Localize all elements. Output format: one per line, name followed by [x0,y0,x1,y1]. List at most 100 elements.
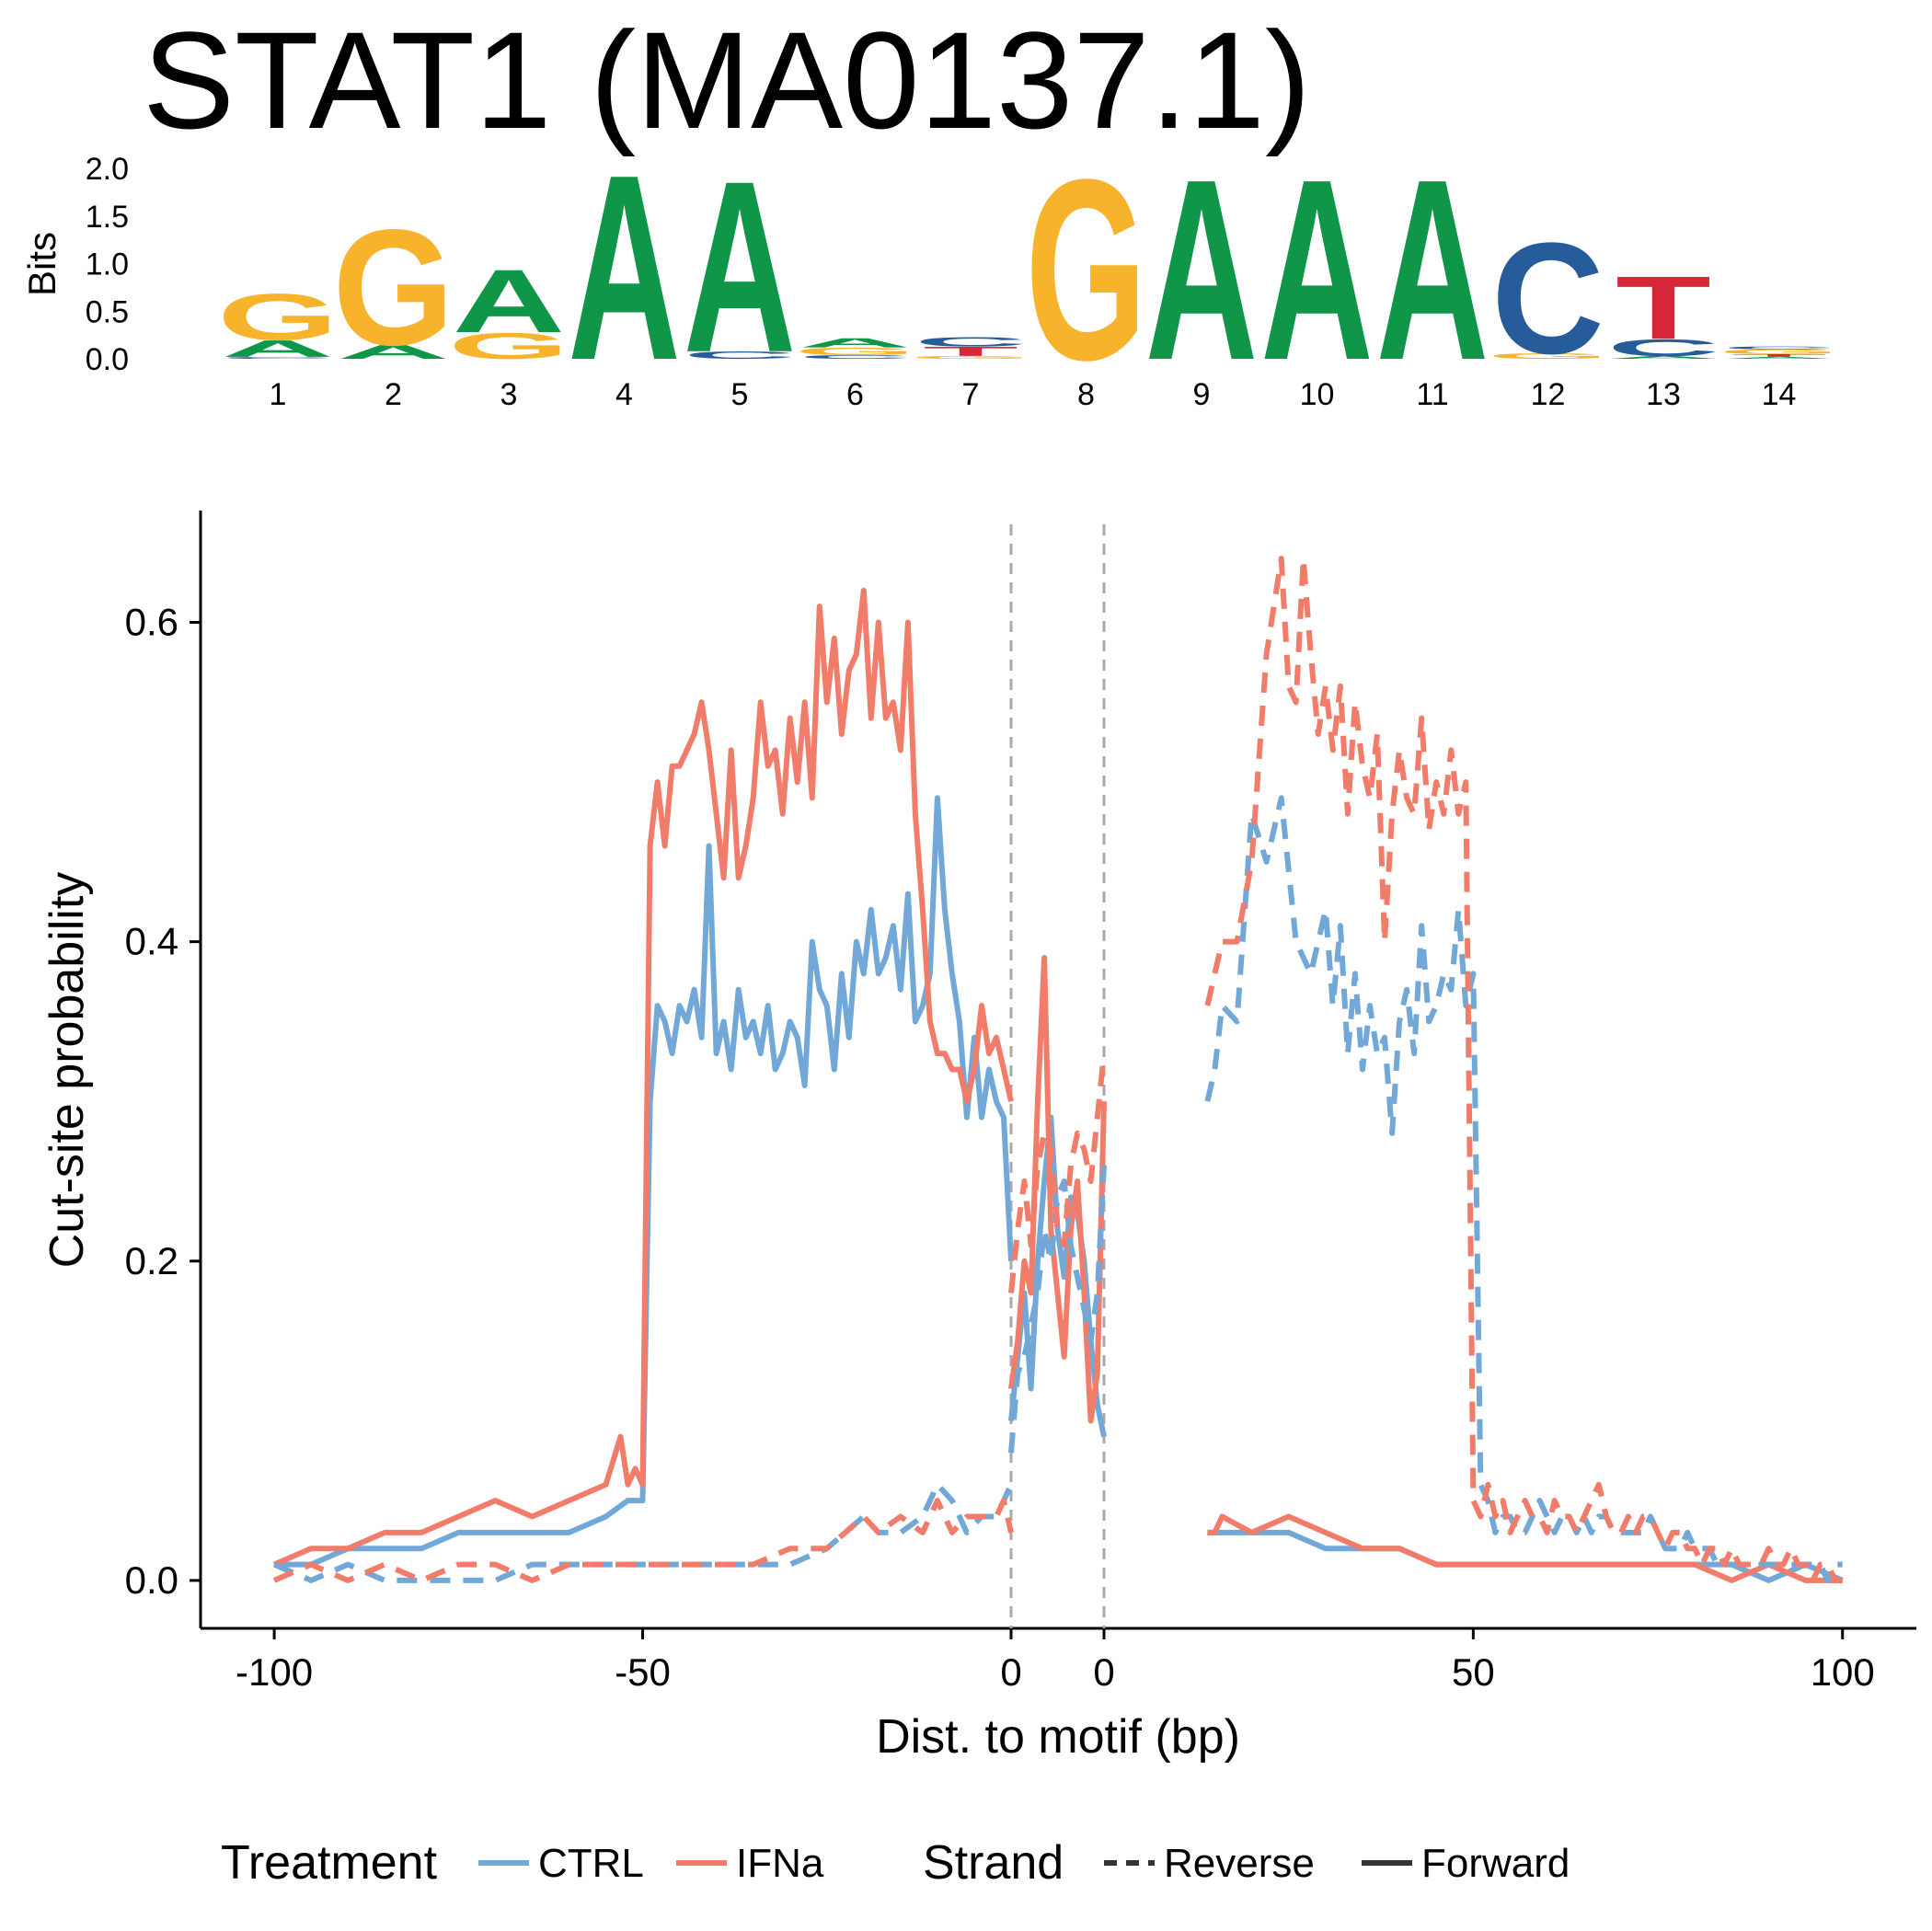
logo-column: AG [333,196,454,381]
logo-column: CAG [217,280,339,362]
logo-y-label: Bits [20,232,63,296]
series-line-segment [272,1481,1014,1583]
x-tick-label: 0 [1093,1650,1114,1694]
chart-title: STAT1 (MA0137.1) [143,3,1311,157]
logo-letter-A: A [337,341,449,363]
logo-column: GTC [910,335,1031,360]
logo-letter-G: G [1719,348,1840,355]
series-ifna-forward [272,587,1843,1583]
logo-letter-C: C [1722,346,1834,351]
logo-letter-G: G [1488,351,1609,361]
logo-letter-G: G [1026,126,1147,414]
logo-position-label: 6 [846,377,864,412]
logo-column: CA [684,131,796,404]
logo-column: CGA [795,336,916,361]
series-line-segment [1008,1114,1107,1438]
logo-letter-G: G [910,355,1031,360]
logo-y-tick: 0.5 [86,294,129,329]
series-line-segment [1207,1513,1843,1583]
logo-position-label: 9 [1193,377,1211,412]
logo-column: ACT [1607,259,1719,362]
logo-column: A [1260,126,1373,414]
logo-letter-C: C [914,335,1027,350]
logo-position-label: 8 [1077,377,1095,412]
logo-position-label: 13 [1646,377,1681,412]
logo-letter-A: A [1722,356,1834,359]
logo-column: A [1145,126,1258,414]
x-tick-label: 0 [1000,1650,1021,1694]
logo-letter-A: A [1607,355,1719,360]
x-tick-label: -50 [615,1650,671,1694]
logo-letter-C: C [1491,210,1604,387]
logo-letter-A: A [1145,126,1258,414]
x-tick-label: -100 [236,1650,313,1694]
legend-title-strand: Strand [923,1836,1064,1890]
y-tick-label: 0.0 [125,1558,178,1602]
x-tick-label: 100 [1811,1650,1875,1694]
logo-letter-A: A [453,251,565,351]
series-line-segment [1204,795,1843,1583]
series-line-segment [1204,556,1843,1583]
logo-letter-G: G [795,346,916,358]
logo-position-label: 2 [385,377,402,412]
logo-letter-C: C [222,356,334,359]
logo-y-tick: 1.5 [86,200,129,235]
logo-position-label: 4 [615,377,633,412]
logo-position-label: 7 [962,377,980,412]
legend-label-ifna: IFNa [736,1841,824,1886]
logo-y-tick: 1.0 [86,247,129,282]
logo-position-label: 3 [500,377,518,412]
legend: Treatment CTRL IFNa Strand Reverse Forward [221,1836,1570,1890]
series-line-segment [1008,1052,1107,1293]
x-axis-label: Dist. to motif (bp) [876,1710,1240,1764]
logo-letter-C: C [1607,334,1719,361]
logo-column: A [568,120,680,416]
logo-position-label: 5 [731,377,749,412]
logo-position-label: 14 [1762,377,1797,412]
logo-letter-T: T [1731,353,1827,358]
logo-letter-C: C [684,350,796,362]
series-line-segment [1008,955,1107,1424]
x-tick-label: 50 [1452,1650,1495,1694]
y-tick-label: 0.6 [125,601,178,644]
profile-plot: 0.0 0.2 0.4 0.6 -100 -50 0 0 50 100 Dist. to motif… [40,511,1916,1764]
series-ctrl-reverse [272,795,1843,1583]
legend-title-treatment: Treatment [221,1836,438,1890]
series-line-segment [274,795,1014,1568]
logo-letter-T: T [1616,259,1711,359]
logo-letter-A: A [222,335,334,362]
series-line-segment [272,1498,1014,1583]
logo-column: G [1026,126,1147,414]
logo-y-tick: 0.0 [86,342,129,377]
logo-letter-A: A [1376,126,1489,414]
logo-letter-G: G [217,280,339,354]
logo-letter-A: A [684,131,796,404]
logo-column: GC [1488,210,1609,387]
y-axis-label: Cut-site probability [40,872,94,1269]
logo-column: A [1376,126,1489,414]
series-line-segment [1008,1165,1107,1454]
series-ifna-reverse [272,556,1843,1583]
legend-label-reverse: Reverse [1164,1841,1315,1886]
logo-position-label: 10 [1300,377,1335,412]
legend-label-ctrl: CTRL [538,1841,644,1886]
logo-letter-T: T [923,344,1018,359]
logo-letter-G: G [333,196,454,381]
logo-column: GA [448,251,569,366]
logo-position-label: 1 [270,377,287,412]
logo-position-label: 11 [1416,377,1448,412]
y-tick-label: 0.2 [125,1239,178,1282]
logo-y-tick: 2.0 [86,152,129,187]
logo-letter-A: A [1260,126,1373,414]
series-line-segment [272,587,1014,1568]
legend-label-forward: Forward [1421,1841,1570,1886]
y-tick-label: 0.4 [125,920,178,963]
logo-letter-C: C [799,354,911,360]
logo-position-label: 12 [1531,377,1566,412]
logo-letter-G: G [448,326,569,367]
logo-letter-A: A [799,336,911,351]
logo-letter-A: A [568,120,680,416]
